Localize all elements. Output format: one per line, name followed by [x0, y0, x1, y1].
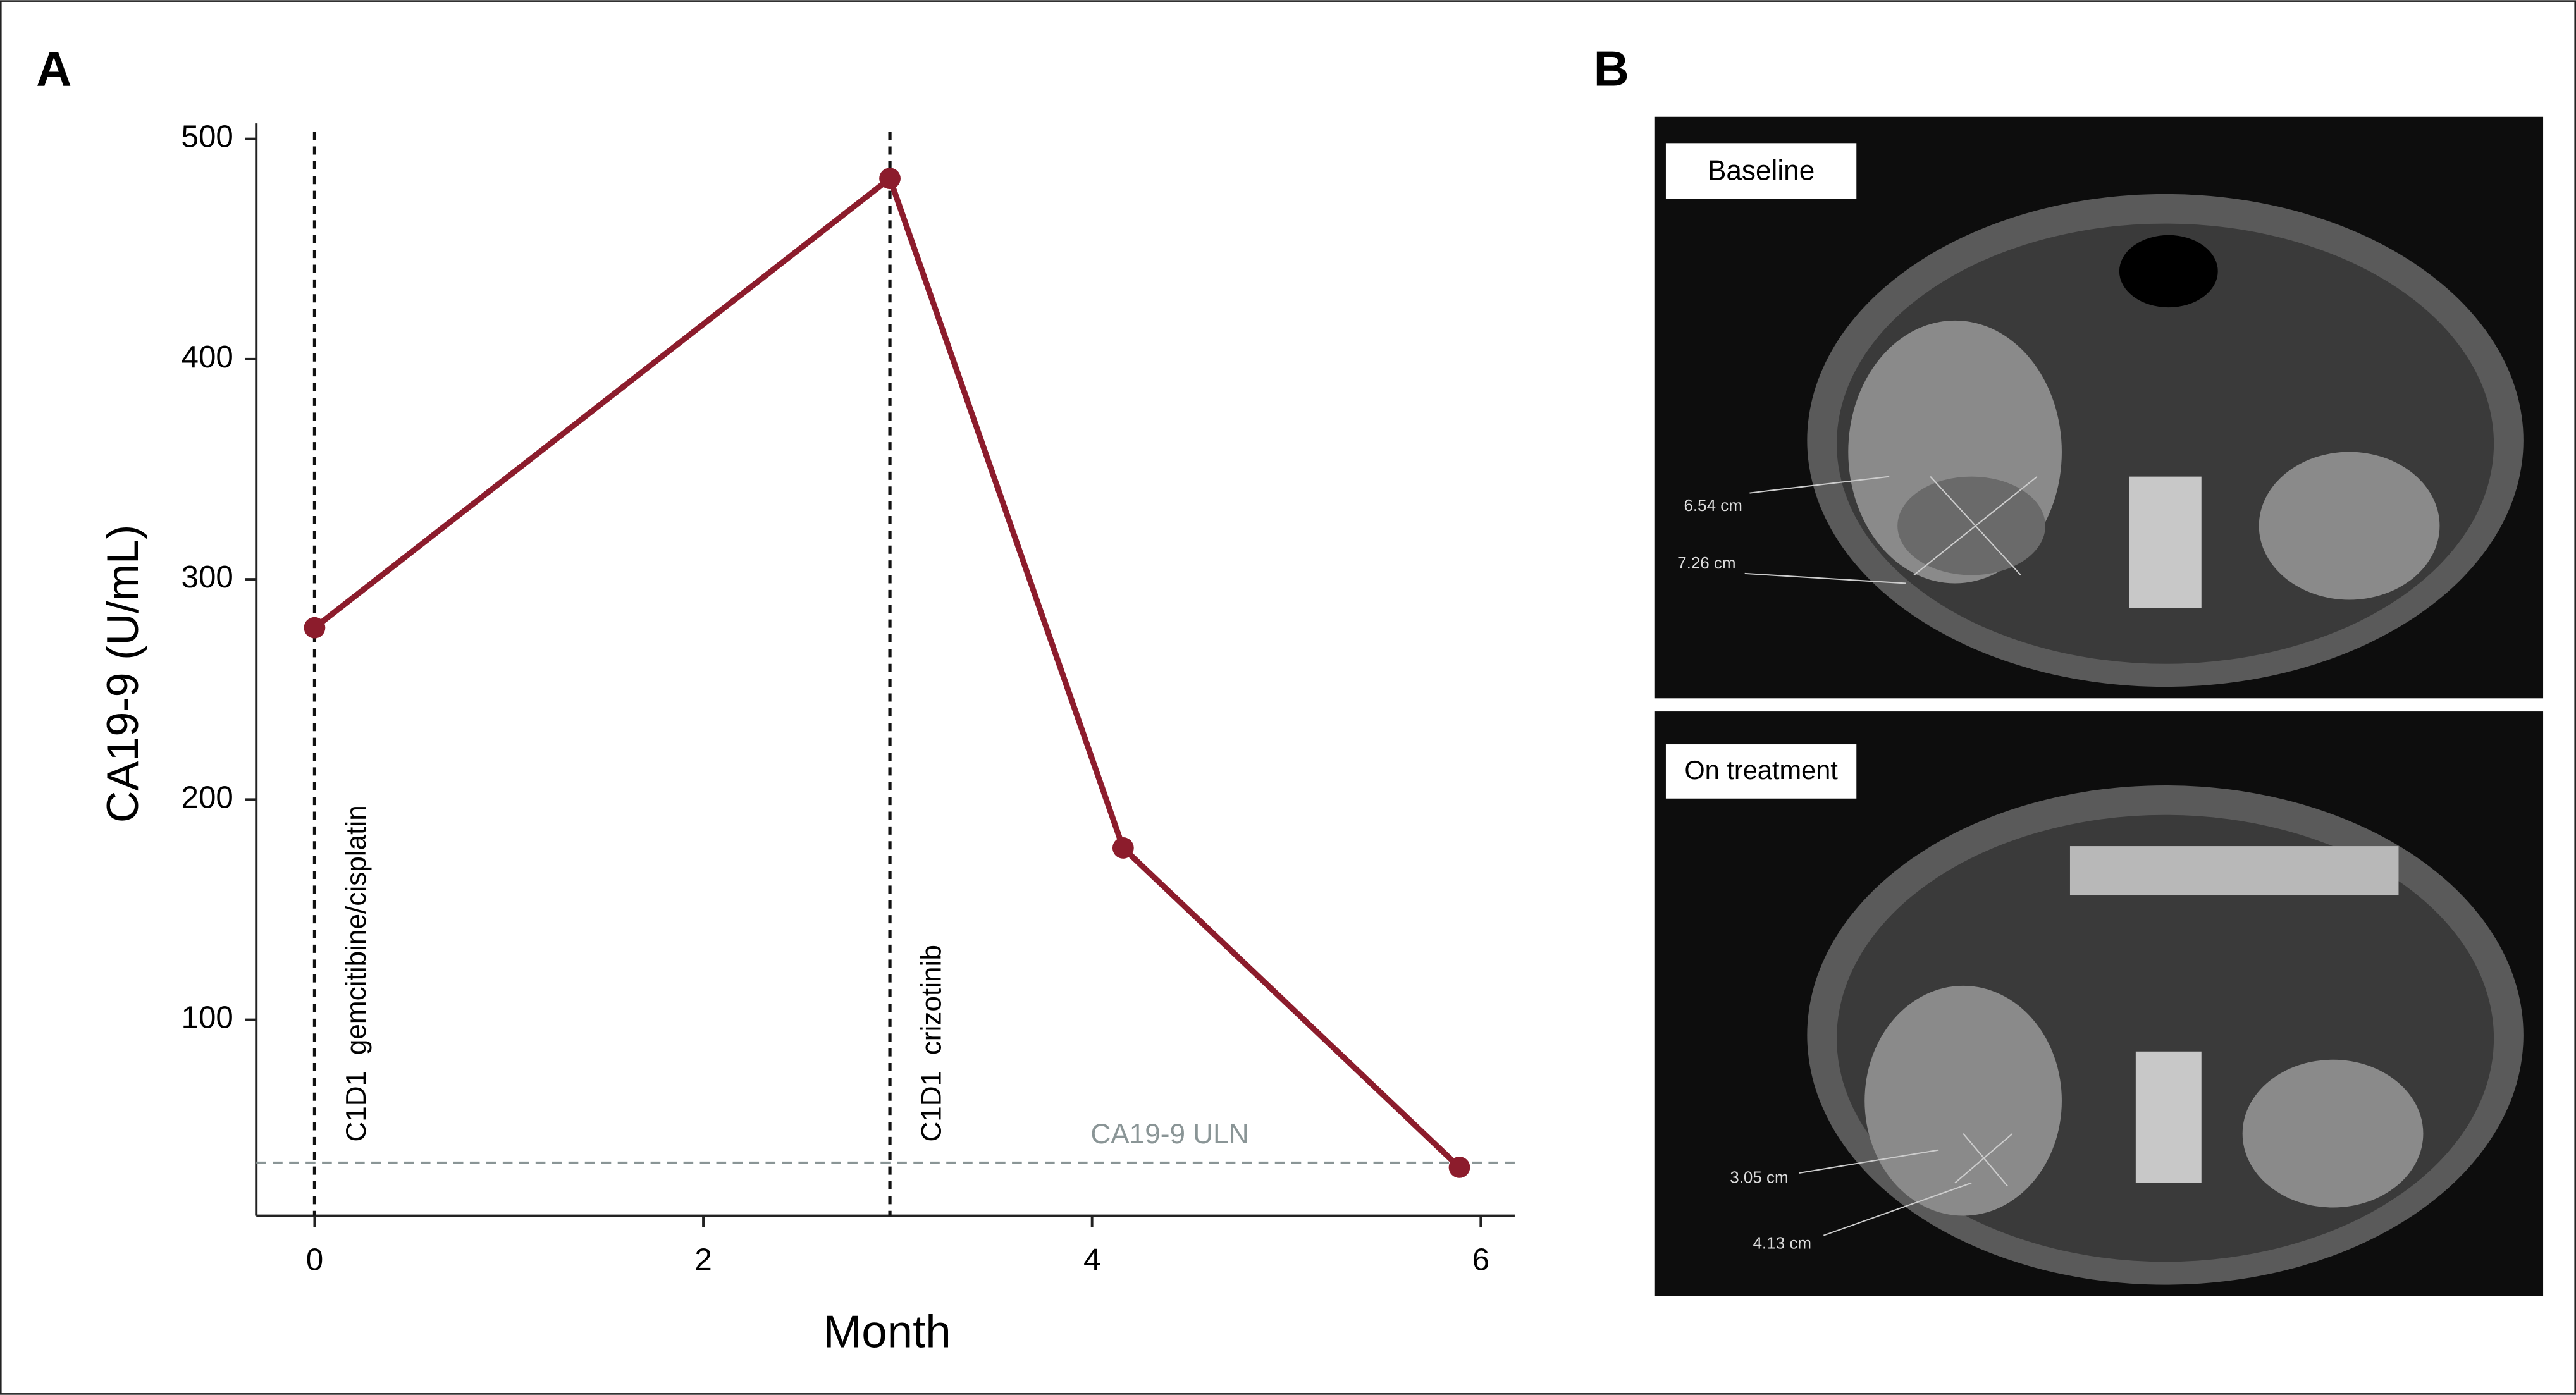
- y-tick-label: 200: [182, 780, 233, 814]
- y-tick-label: 400: [182, 340, 233, 374]
- x-tick-label: 0: [306, 1242, 323, 1277]
- x-tick-label: 6: [1472, 1242, 1489, 1277]
- ct-image: [1654, 116, 2544, 699]
- panel-label: B: [1594, 40, 1629, 96]
- data-line: [312, 175, 1462, 1170]
- event-label: C1D1 crizotinib: [916, 945, 947, 1142]
- image-label: Baseline: [1708, 156, 1815, 187]
- image-label: On treatment: [1684, 755, 1838, 785]
- measurement-label: 7.26 cm: [1677, 553, 1735, 572]
- data-point: [1112, 837, 1134, 859]
- panel-label: A: [36, 40, 71, 96]
- reference-label: CA19-9 ULN: [1090, 1119, 1248, 1150]
- ct-image: [1654, 711, 2544, 1296]
- x-axis-title: Month: [823, 1306, 951, 1357]
- data-point: [304, 617, 326, 639]
- y-axis-title: CA19-9 (U/mL): [98, 525, 147, 823]
- x-tick-label: 2: [694, 1242, 712, 1277]
- event-label: C1D1 gemcitibine/cisplatin: [341, 805, 372, 1141]
- measurement-lines: [1744, 476, 2038, 1236]
- measurement-label: 3.05 cm: [1730, 1168, 1788, 1187]
- data-point: [1448, 1157, 1470, 1178]
- y-tick-label: 100: [182, 1000, 233, 1035]
- x-tick-label: 4: [1083, 1242, 1100, 1277]
- measurement-label: 4.13 cm: [1753, 1233, 1811, 1252]
- measurement-label: 6.54 cm: [1684, 496, 1742, 515]
- data-point: [879, 168, 901, 190]
- y-tick-label: 300: [182, 560, 233, 594]
- y-tick-label: 500: [182, 120, 233, 154]
